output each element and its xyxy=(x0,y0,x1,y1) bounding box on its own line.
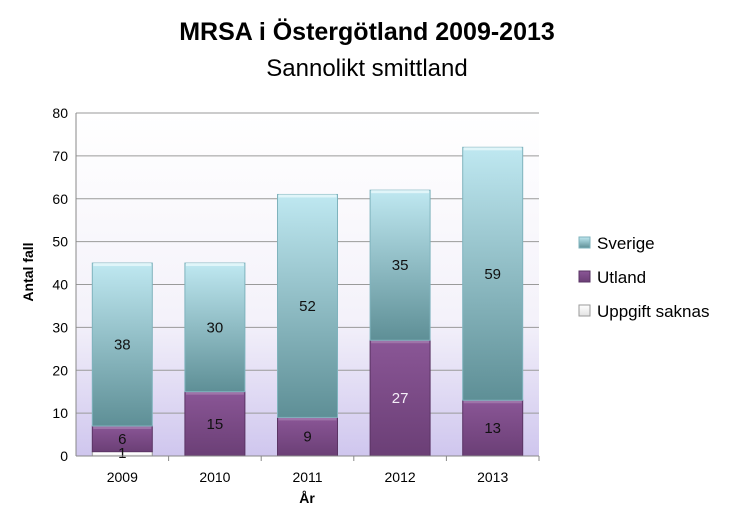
y-tick-label-60: 60 xyxy=(52,191,68,207)
y-tick-label-0: 0 xyxy=(60,448,68,464)
bar-cap-utland-2013 xyxy=(463,400,522,404)
data-labels: 16 38 15 30 9 52 27 35 13 59 xyxy=(114,257,501,462)
y-tick-label-50: 50 xyxy=(52,234,68,250)
legend-swatch-uppgift-saknas xyxy=(578,304,591,317)
bar-cap-utland-2012 xyxy=(371,340,430,344)
bar-cap-sverige-2013 xyxy=(463,147,522,151)
x-tick-label-2012: 2012 xyxy=(385,469,416,485)
bar-cap-utland-2011 xyxy=(278,417,337,421)
bar-cap-utland-2010 xyxy=(185,391,244,395)
x-axis-ticks: 2009 2010 2011 2012 2013 xyxy=(107,456,540,485)
bar-cap-sverige-2012 xyxy=(371,190,430,194)
bar-cap-sverige-2010 xyxy=(185,263,244,267)
y-tick-label-10: 10 xyxy=(52,405,68,421)
bar-cap-sverige-2009 xyxy=(93,263,152,267)
y-axis-ticks: 0 10 20 30 40 50 60 70 80 xyxy=(52,105,68,464)
y-tick-label-80: 80 xyxy=(52,105,68,121)
data-label-sverige-2012: 35 xyxy=(392,257,409,274)
bar-sverige-2009 xyxy=(91,262,153,427)
bar-cap-sverige-2011 xyxy=(278,194,337,198)
x-tick-label-2009: 2009 xyxy=(107,469,138,485)
bar-cap-utland-2009 xyxy=(93,425,152,429)
data-label-sverige-2010: 30 xyxy=(207,319,224,336)
legend-label-sverige: Sverige xyxy=(597,234,655,253)
bar-cap-uppgift-saknas-2009 xyxy=(93,451,152,455)
chart-title: MRSA i Östergötland 2009-2013 xyxy=(179,17,555,46)
x-tick-label-2013: 2013 xyxy=(477,469,508,485)
data-label-utland-2011: 9 xyxy=(303,429,311,446)
data-label-utland-2010: 15 xyxy=(207,416,224,433)
y-tick-label-20: 20 xyxy=(52,362,68,378)
bar-utland-2011 xyxy=(277,416,338,457)
legend: Sverige Utland Uppgift saknas xyxy=(578,234,709,321)
x-tick-label-2011: 2011 xyxy=(292,469,322,485)
data-label-utland-2009: 6 xyxy=(118,431,126,448)
x-tick-label-2010: 2010 xyxy=(199,469,230,485)
legend-label-uppgift-saknas: Uppgift saknas xyxy=(597,302,709,321)
bar-sverige-2011 xyxy=(277,193,338,418)
y-tick-label-40: 40 xyxy=(52,277,68,293)
data-label-sverige-2009: 38 xyxy=(114,337,131,354)
data-label-uppgift-saknas-2009: 1 xyxy=(118,445,126,462)
data-label-utland-2013: 13 xyxy=(484,420,501,437)
data-label-sverige-2011: 52 xyxy=(299,298,316,315)
y-axis-label: Antal fall xyxy=(20,242,36,301)
bars xyxy=(91,146,524,457)
legend-label-utland: Utland xyxy=(597,268,646,287)
chart-subtitle: Sannolikt smittland xyxy=(266,55,467,82)
legend-swatch-sverige xyxy=(578,236,591,249)
bar-utland-2009 xyxy=(91,425,153,453)
data-label-utland-2012: 27 xyxy=(392,390,409,407)
legend-swatch-utland xyxy=(578,270,591,283)
bar-sverige-2013 xyxy=(462,146,524,401)
y-tick-label-70: 70 xyxy=(52,148,68,164)
x-axis-label: År xyxy=(299,490,315,506)
bar-utland-2013 xyxy=(462,399,524,457)
bar-sverige-2012 xyxy=(369,189,431,341)
data-label-sverige-2013: 59 xyxy=(484,266,501,283)
bar-sverige-2010 xyxy=(184,262,246,393)
y-tick-label-30: 30 xyxy=(52,319,68,335)
